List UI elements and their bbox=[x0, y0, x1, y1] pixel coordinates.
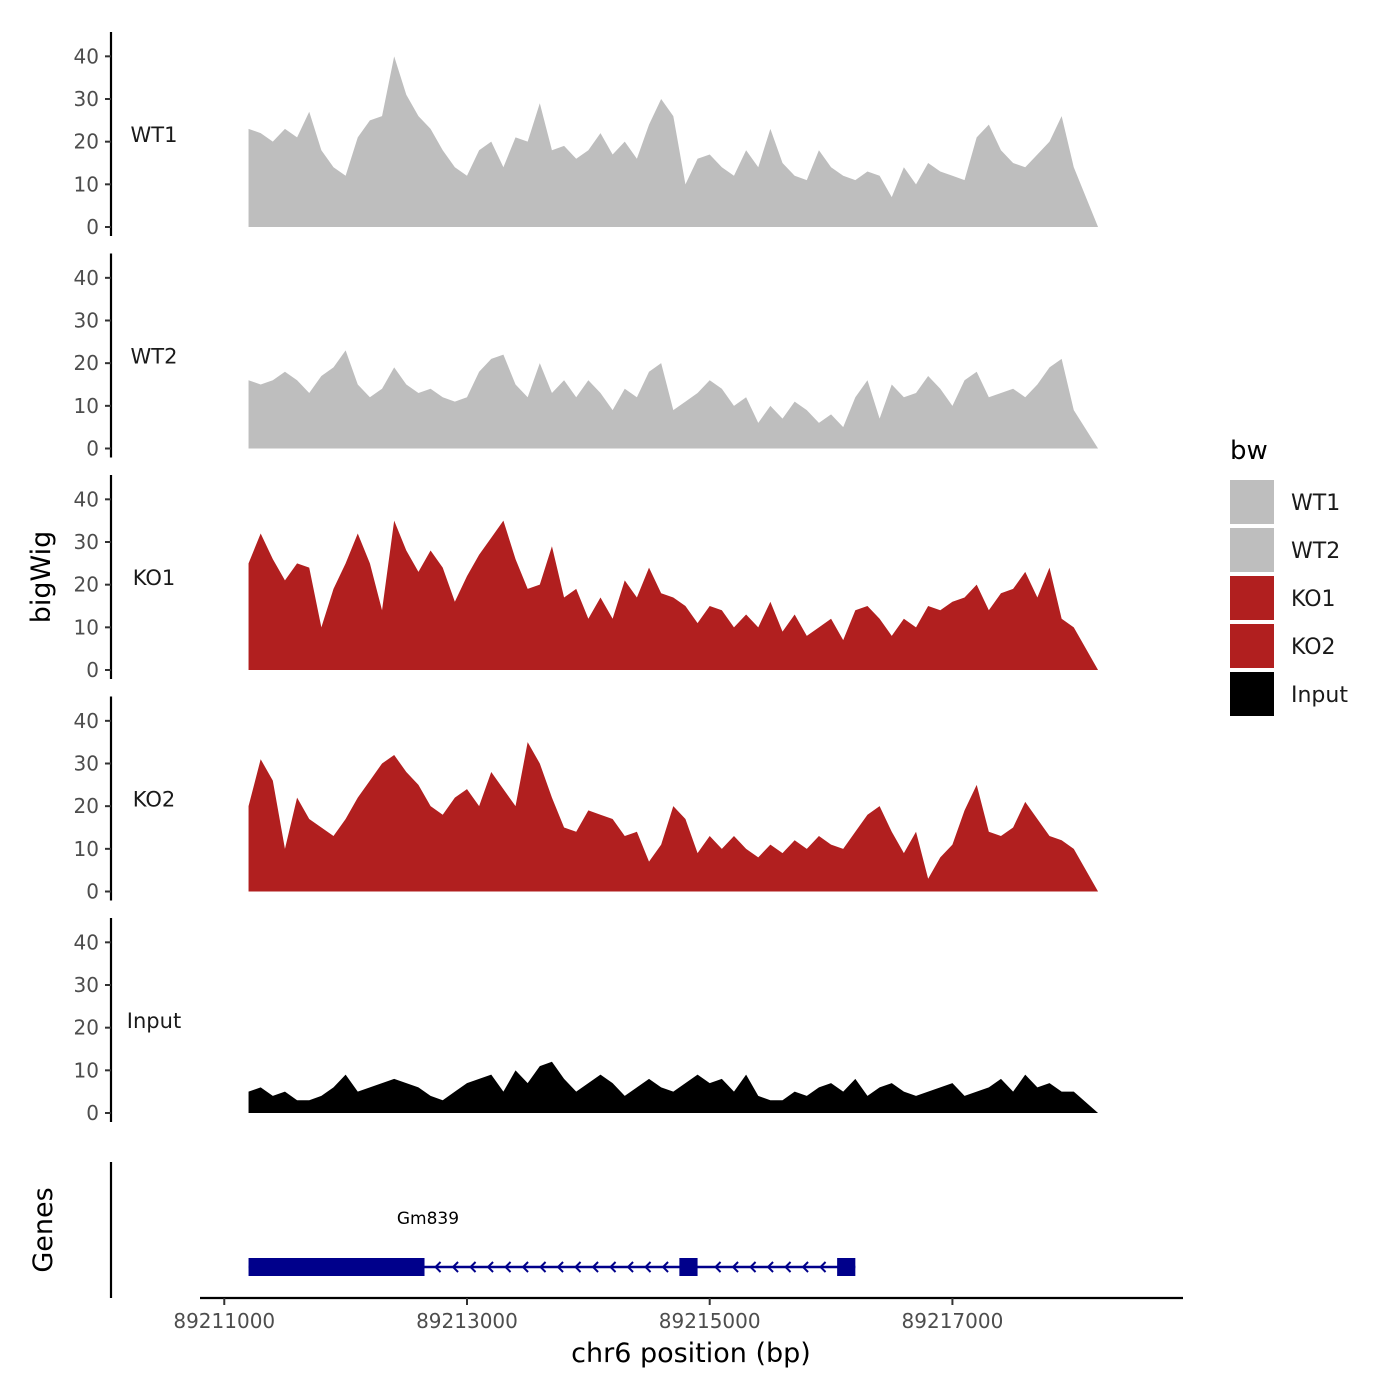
strand-arrow bbox=[626, 1261, 634, 1273]
legend-label-input: Input bbox=[1291, 683, 1348, 708]
strand-arrow bbox=[574, 1261, 582, 1273]
strand-arrow bbox=[714, 1261, 722, 1273]
y-tick-label: 0 bbox=[86, 437, 99, 461]
y-tick-label: 10 bbox=[74, 615, 99, 639]
legend-key-ko2 bbox=[1230, 624, 1274, 668]
x-axis-title: chr6 position (bp) bbox=[571, 1338, 811, 1369]
y-tick-label: 10 bbox=[74, 837, 99, 861]
y-tick-label: 20 bbox=[74, 130, 99, 154]
strand-arrow bbox=[486, 1261, 494, 1273]
strand-arrow bbox=[644, 1261, 652, 1273]
strand-arrow bbox=[504, 1261, 512, 1273]
legend-key-ko1 bbox=[1230, 576, 1274, 620]
y-axis-title: bigWig bbox=[26, 531, 57, 624]
strand-arrow bbox=[521, 1261, 529, 1273]
gene-exon bbox=[248, 1258, 425, 1276]
genes-axis-title: Genes bbox=[28, 1187, 59, 1272]
y-tick-label: 30 bbox=[74, 752, 99, 776]
x-tick-label: 89215000 bbox=[659, 1309, 761, 1333]
strand-arrow bbox=[819, 1261, 827, 1273]
strand-arrow bbox=[556, 1261, 564, 1273]
y-tick-label: 20 bbox=[74, 573, 99, 597]
gene-name-label: Gm839 bbox=[397, 1209, 459, 1229]
y-tick-label: 0 bbox=[86, 880, 99, 904]
gene-model bbox=[248, 1258, 856, 1276]
y-tick-label: 40 bbox=[74, 44, 99, 68]
gene-exon bbox=[837, 1258, 856, 1276]
y-tick-label: 10 bbox=[74, 1058, 99, 1082]
y-tick-label: 40 bbox=[74, 930, 99, 954]
strand-arrow bbox=[766, 1261, 774, 1273]
signal-area-input bbox=[248, 1061, 1099, 1113]
y-tick-label: 20 bbox=[74, 1016, 99, 1040]
x-tick-label: 89217000 bbox=[902, 1309, 1004, 1333]
track-label: WT2 bbox=[131, 345, 178, 369]
strand-arrow bbox=[731, 1261, 739, 1273]
legend-key-wt1 bbox=[1230, 480, 1274, 524]
y-tick-label: 0 bbox=[86, 215, 99, 239]
y-tick-label: 20 bbox=[74, 351, 99, 375]
y-tick-label: 40 bbox=[74, 487, 99, 511]
y-tick-label: 30 bbox=[74, 309, 99, 333]
strand-arrow bbox=[469, 1261, 477, 1273]
legend-label-wt2: WT2 bbox=[1291, 539, 1340, 564]
strand-arrow bbox=[434, 1261, 442, 1273]
signal-area-wt2 bbox=[248, 350, 1099, 449]
gene-panel: Genes Gm839 bbox=[28, 1162, 856, 1298]
y-tick-label: 30 bbox=[74, 530, 99, 554]
strand-arrow bbox=[539, 1261, 547, 1273]
track-label: KO1 bbox=[133, 566, 176, 590]
strand-arrow bbox=[801, 1261, 809, 1273]
track-label: KO2 bbox=[133, 788, 176, 812]
y-tick-label: 20 bbox=[74, 794, 99, 818]
y-tick-label: 10 bbox=[74, 394, 99, 418]
legend: bw WT1 WT2 KO1 KO2 Input bbox=[1230, 436, 1348, 716]
track-wt1: 0 10 20 30 40 WT1 bbox=[74, 32, 1099, 239]
legend-key-wt2 bbox=[1230, 528, 1274, 572]
y-tick-label: 0 bbox=[86, 658, 99, 682]
y-tick-label: 0 bbox=[86, 1101, 99, 1125]
y-tick-label: 10 bbox=[74, 172, 99, 196]
track-ko2: 0 10 20 30 40 KO2 bbox=[74, 696, 1099, 904]
legend-label-ko2: KO2 bbox=[1291, 635, 1336, 660]
legend-key-input bbox=[1230, 672, 1274, 716]
signal-area-wt1 bbox=[248, 56, 1099, 228]
track-ko1: 0 10 20 30 40 KO1 bbox=[74, 475, 1099, 682]
strand-arrow bbox=[591, 1261, 599, 1273]
y-tick-label: 30 bbox=[74, 973, 99, 997]
y-tick-label: 40 bbox=[74, 266, 99, 290]
signal-area-ko1 bbox=[248, 520, 1099, 670]
strand-arrow bbox=[451, 1261, 459, 1273]
x-axis: 89211000 89213000 89215000 89217000 bbox=[173, 1296, 1183, 1333]
legend-label-ko1: KO1 bbox=[1291, 587, 1336, 612]
strand-arrow bbox=[609, 1261, 617, 1273]
track-input: 0 10 20 30 40 Input bbox=[74, 918, 1099, 1125]
y-tick-label: 40 bbox=[74, 709, 99, 733]
track-label: WT1 bbox=[131, 123, 178, 147]
x-tick-label: 89211000 bbox=[173, 1309, 275, 1333]
x-tick-label: 89213000 bbox=[416, 1309, 518, 1333]
legend-label-wt1: WT1 bbox=[1291, 491, 1340, 516]
y-tick-label: 30 bbox=[74, 87, 99, 111]
strand-arrow bbox=[749, 1261, 757, 1273]
gene-exon bbox=[679, 1258, 698, 1276]
strand-arrow bbox=[784, 1261, 792, 1273]
track-label: Input bbox=[127, 1009, 181, 1033]
signal-area-ko2 bbox=[248, 742, 1099, 892]
track-wt2: 0 10 20 30 40 WT2 bbox=[74, 253, 1099, 461]
legend-title: bw bbox=[1230, 436, 1268, 466]
strand-arrow bbox=[661, 1261, 669, 1273]
bigwig-tracks: 0 10 20 30 40 WT1 0 10 20 30 40 WT2 0 10 20 30 40 KO1 0 10 2… bbox=[74, 32, 1099, 1125]
